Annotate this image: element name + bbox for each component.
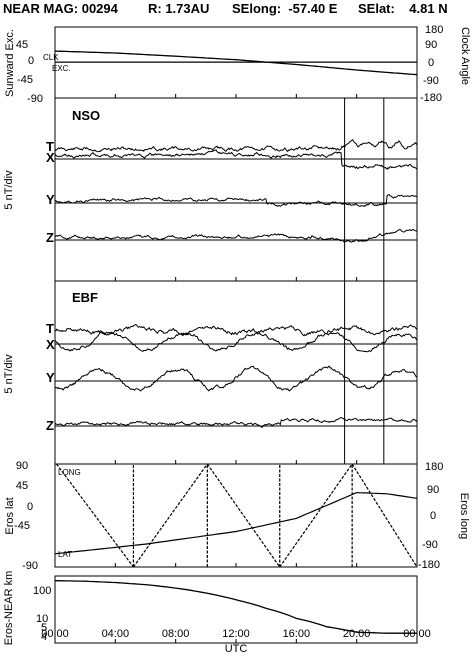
ebf-label-y: Y (46, 370, 55, 385)
distance-tick: 5 (41, 622, 47, 634)
header-distance: R: 1.73AU (148, 1, 209, 16)
sunward-ylabel: Sunward Exc. (4, 29, 16, 97)
eros-long-segment (206, 463, 281, 568)
nso-panel-title: NSO (72, 108, 100, 123)
sunward-left-tick: -90 (27, 93, 43, 105)
distance-line (55, 580, 417, 634)
nso-trace-x (54, 149, 418, 171)
nso-label-z: Z (46, 230, 54, 245)
ebf-series-group (54, 324, 418, 429)
ebf-label-x: X (46, 337, 55, 352)
clock-right-tick: 0 (428, 57, 434, 69)
eros-long-segment (56, 463, 134, 568)
eros-left-ticks: 90 45 0 -45 -90 (14, 460, 38, 572)
eros-lat-tick: -45 (14, 520, 30, 532)
x-tick-label: 04:00 (102, 628, 130, 640)
clock-angle-ylabel: Clock Angle (459, 27, 471, 85)
nso-label-y: Y (46, 192, 55, 207)
eros-long-segment (132, 463, 208, 568)
x-tick-label: 16:00 (283, 628, 311, 640)
distance-tick: 100 (33, 585, 51, 597)
eros-long-tick: 180 (425, 461, 443, 473)
nso-series-group (54, 138, 418, 243)
sunward-left-tick: 0 (28, 55, 34, 67)
sunward-series-group (54, 50, 418, 76)
nso-label-x: X (46, 150, 55, 165)
eros-long-tick: 90 (427, 484, 439, 496)
sunward-series-line-clk (54, 50, 418, 76)
long-annotation: LONG (58, 468, 81, 477)
nso-trace-y (54, 193, 418, 208)
nso-panel-frame (54, 97, 418, 282)
eros-long-tick: -90 (422, 539, 438, 551)
distance-tick: 10 (36, 613, 48, 625)
eros-long-tick: 0 (430, 510, 436, 522)
header-selat: SElat: 4.81 N (358, 1, 448, 16)
sunward-left-tick: 45 (16, 39, 28, 51)
event-markers-group (344, 98, 385, 464)
eros-lat-tick: 90 (16, 460, 28, 472)
x-tick-label: 00:00 (403, 628, 431, 640)
ebf-trace-y (54, 365, 418, 392)
distance-ylabel: Eros-NEAR km (3, 571, 15, 646)
x-tick-label: 00:00 (41, 628, 69, 640)
ebf-trace-t (54, 324, 418, 337)
eros-right-ticks: 180 90 0 -90 -180 (418, 461, 443, 571)
x-axis-ticks: 00:00 04:00 08:00 12:00 16:00 20:00 00:00 (41, 94, 431, 643)
ebf-trace-z (54, 417, 418, 429)
eros-panel-frame (54, 463, 418, 568)
clock-right-tick: 180 (425, 24, 443, 36)
clock-right-tick: -90 (423, 75, 439, 87)
ebf-ylabel: 5 nT/div (3, 354, 15, 394)
x-tick-label: 12:00 (222, 628, 250, 640)
eros-lat-line (54, 491, 418, 555)
eros-long-tick: -180 (418, 559, 440, 571)
x-tick-label: 20:00 (343, 628, 371, 640)
eros-lat-tick: 0 (27, 501, 33, 513)
eros-lat-ylabel: Eros lat (4, 497, 16, 534)
ebf-label-z: Z (46, 418, 54, 433)
eros-long-ylabel: Eros long (458, 493, 470, 539)
sunward-left-ticks: 45 0 -45 -90 (16, 39, 43, 105)
clock-right-tick: 90 (425, 39, 437, 51)
clock-right-tick: -180 (420, 92, 442, 104)
nso-label-t: T (46, 139, 54, 154)
eros-lat-tick: 45 (16, 480, 28, 492)
nso-ylabel: 5 nT/div (3, 170, 15, 210)
eros-long-segment (351, 463, 418, 568)
nso-trace-z (54, 228, 418, 243)
header-selong: SElong: -57.40 E (232, 1, 338, 16)
eros-long-segment (279, 463, 353, 568)
header-title: NEAR MAG: 00294 (3, 1, 119, 16)
clk-annotation: CLK (43, 53, 59, 62)
eros-lat-tick: -90 (22, 560, 38, 572)
exc-annotation: EXC. (52, 64, 71, 73)
distance-tick: 4 (41, 631, 47, 643)
ebf-label-t: T (46, 321, 54, 336)
distance-series-group (55, 580, 417, 634)
ebf-panel-title: EBF (72, 290, 98, 305)
ebf-panel-frame (54, 280, 418, 465)
sunward-left-tick: -45 (17, 74, 33, 86)
x-axis-label: UTC (225, 643, 248, 655)
eros-series-group (54, 463, 418, 568)
ebf-trace-x (54, 331, 418, 353)
lat-annotation: LAT (58, 550, 72, 559)
sunward-right-ticks: 180 90 0 -90 -180 (420, 24, 443, 104)
nso-trace-t (54, 138, 418, 153)
x-tick-label: 08:00 (162, 628, 190, 640)
